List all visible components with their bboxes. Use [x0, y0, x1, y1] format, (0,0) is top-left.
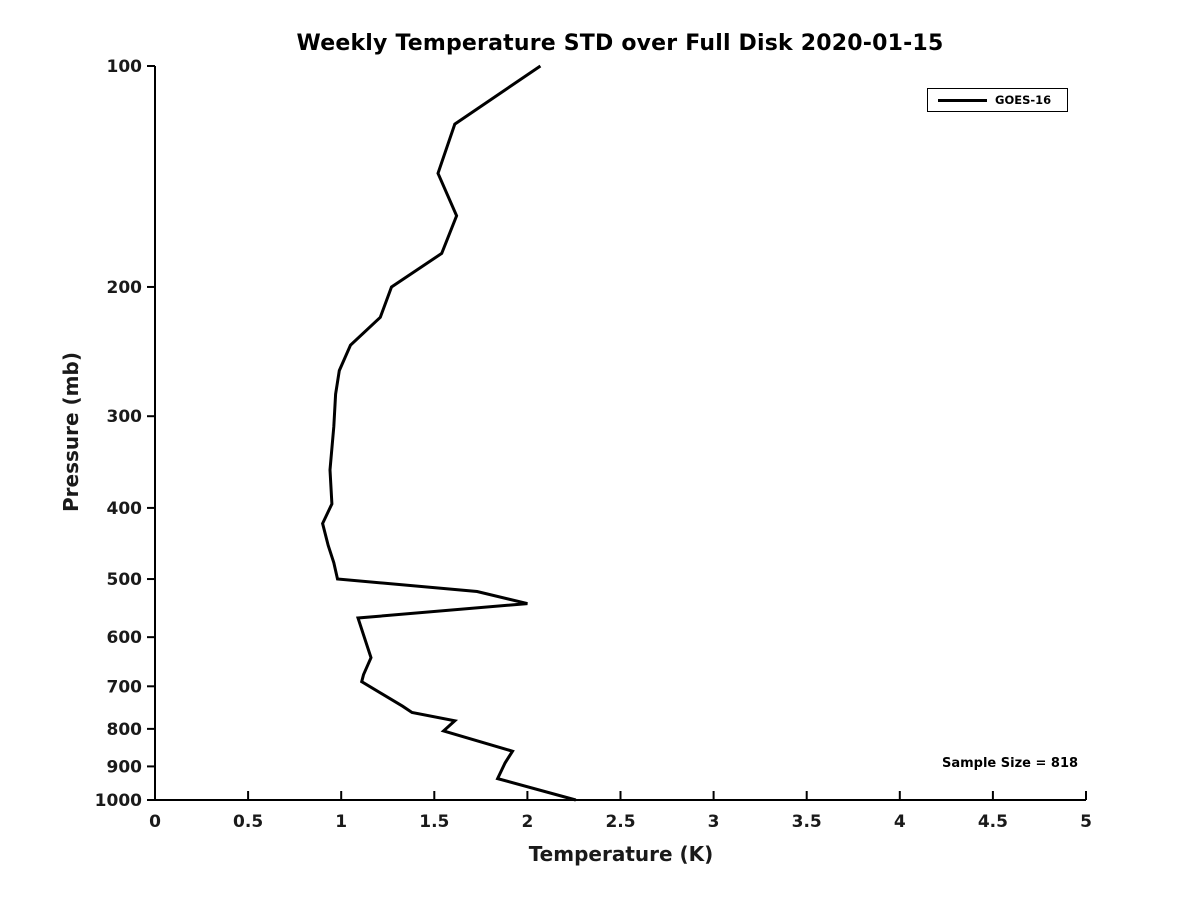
legend-label: GOES-16 — [995, 93, 1052, 107]
y-tick-label: 200 — [107, 278, 143, 298]
x-tick-label: 3.5 — [792, 812, 822, 832]
y-tick-label: 500 — [107, 570, 143, 590]
x-tick-label: 5 — [1080, 812, 1092, 832]
x-tick-label: 1.5 — [419, 812, 449, 832]
x-axis-label: Temperature (K) — [528, 842, 714, 866]
y-tick-label: 100 — [107, 57, 143, 77]
chart-title: Weekly Temperature STD over Full Disk 20… — [296, 31, 944, 56]
y-tick-label: 300 — [107, 407, 143, 427]
x-tick-label: 4 — [894, 812, 906, 832]
y-tick-label: 900 — [107, 757, 143, 777]
x-tick-label: 0.5 — [233, 812, 263, 832]
x-tick-label: 1 — [335, 812, 347, 832]
y-tick-label: 600 — [107, 628, 143, 648]
x-tick-label: 3 — [708, 812, 720, 832]
y-tick-label: 800 — [107, 720, 143, 740]
legend-line-sample — [938, 98, 987, 102]
y-tick-label: 400 — [107, 499, 143, 519]
x-tick-label: 2 — [521, 812, 533, 832]
x-tick-label: 0 — [149, 812, 161, 832]
x-tick-label: 4.5 — [978, 812, 1008, 832]
y-tick-label: 700 — [107, 677, 143, 697]
y-axis-label: Pressure (mb) — [59, 352, 83, 512]
x-tick-label: 2.5 — [605, 812, 635, 832]
goes16-curve — [321, 64, 577, 802]
sample-size-annotation: Sample Size = 818 — [941, 756, 1079, 771]
legend-box: GOES-16 — [927, 88, 1068, 112]
y-tick-label: 1000 — [95, 791, 142, 811]
